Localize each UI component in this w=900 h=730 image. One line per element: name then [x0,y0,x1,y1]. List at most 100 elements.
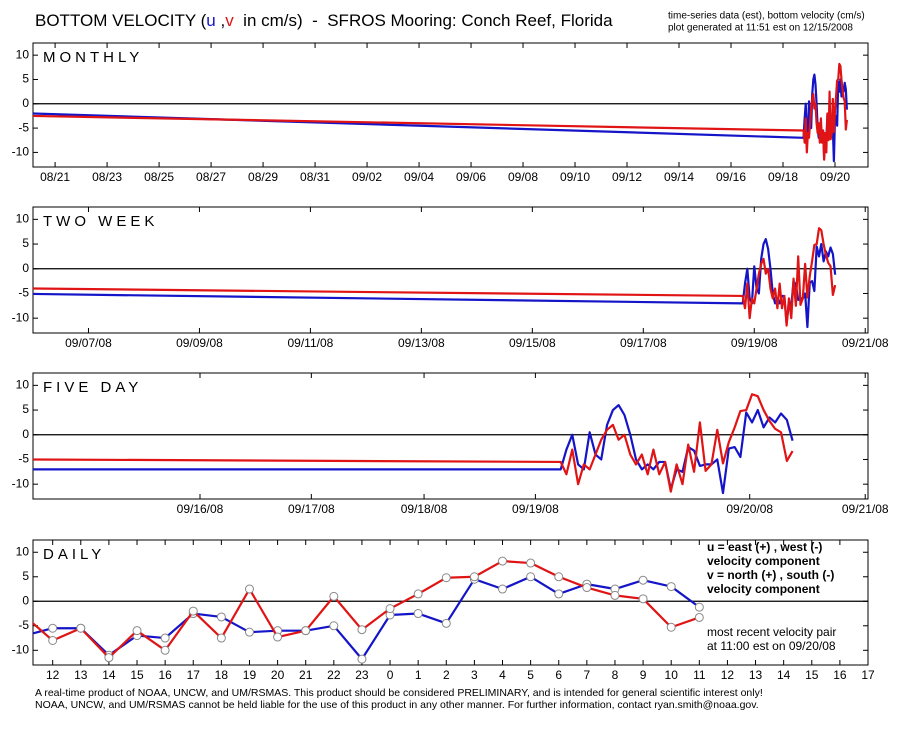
info-line: plot generated at 11:51 est on 12/15/200… [668,23,853,34]
x-tick-label: 09/07/08 [65,336,112,350]
marker [76,623,86,633]
x-tick-label: 15 [130,668,144,682]
marker [498,556,508,566]
marker [413,589,423,599]
panel-label: TWO WEEK [43,213,158,230]
x-tick-label: 09/08 [508,170,538,184]
x-tick-label: 12 [721,668,735,682]
x-tick-label: 1 [415,668,422,682]
x-tick-label: 22 [327,668,341,682]
x-tick-label: 09/09/08 [176,336,223,350]
y-tick-label: 10 [16,544,30,558]
info-line: time-series data (est), bottom velocity … [668,11,865,22]
x-tick-label: 16 [158,668,172,682]
marker [216,633,226,643]
marker [48,635,58,645]
y-tick-label: -10 [12,476,30,490]
x-tick-label: 21 [299,668,313,682]
marker [610,590,620,600]
y-tick-label: 10 [16,212,30,226]
x-tick-label: 09/16/08 [177,502,224,516]
marker [385,604,395,614]
marker [469,572,479,582]
x-tick-label: 23 [355,668,369,682]
plot-content [33,62,868,163]
x-tick-label: 09/13/08 [398,336,445,350]
annotation: at 11:00 est on 09/20/08 [707,639,836,653]
x-tick-label: 12 [46,668,60,682]
x-tick-label: 16 [833,668,847,682]
x-tick-label: 8 [612,668,619,682]
x-tick-label: 09/17/08 [620,336,667,350]
panel: FIVE DAY -10 -5 0 5 10 09/16/08 09/17/08 09/18/0… [12,372,889,516]
y-tick-label: 5 [22,569,29,583]
title: BOTTOM VELOCITY (u ,v in cm/s) - SFROS M… [35,11,613,30]
x-tick-label: 13 [749,668,763,682]
marker [244,584,254,594]
marker [694,612,704,622]
x-tick-label: 13 [74,668,88,682]
x-tick-label: 09/20/08 [726,502,773,516]
x-tick-label: 09/19/08 [512,502,559,516]
y-tick-label: 0 [22,427,29,441]
y-tick-label: 0 [22,261,29,275]
legend-entry: v = north (+) , south (-) [707,568,834,582]
panel: TWO WEEK -10 -5 0 5 10 09/07/08 09/09/08 09/11/0… [12,206,889,350]
x-tick-label: 09/18/08 [401,502,448,516]
marker [441,618,451,628]
plot-content [33,227,868,329]
title-v: v [225,11,234,30]
series-line [33,62,848,161]
x-tick-label: 09/19/08 [731,336,778,350]
x-tick-label: 4 [499,668,506,682]
plot-content [33,393,868,495]
marker [638,594,648,604]
x-tick-label: 6 [555,668,562,682]
plot-content [33,556,868,664]
x-tick-label: 14 [777,668,791,682]
marker [498,584,508,594]
marker [357,654,367,664]
y-tick-label: 0 [22,96,29,110]
x-tick-label: 09/10 [560,170,590,184]
marker [638,575,648,585]
plot-area [32,539,869,666]
y-tick-label: 5 [22,72,29,86]
marker [48,623,58,633]
panel: MONTHLY -10 -5 0 5 10 08/21 08/23 08/25 08/27 08/2… [12,42,869,184]
x-tick-label: 9 [640,668,647,682]
x-tick-label: 09/04 [404,170,434,184]
marker [582,583,592,593]
x-tick-label: 09/16 [716,170,746,184]
annotation: most recent velocity pair [707,625,836,639]
marker [273,632,283,642]
marker [104,653,114,663]
x-tick-label: 08/27 [196,170,226,184]
x-tick-label: 20 [271,668,285,682]
title-part: , [216,11,225,30]
x-tick-label: 2 [443,668,450,682]
x-tick-label: 09/21/08 [842,336,889,350]
x-tick-label: 08/31 [300,170,330,184]
y-tick-label: -5 [18,120,29,134]
marker [160,633,170,643]
plot-area [32,42,869,168]
x-tick-label: 18 [215,668,229,682]
y-tick-label: 0 [22,593,29,607]
title-part: in cm/s) - SFROS Mooring: Conch Reef, Fl… [234,11,613,30]
marker [413,609,423,619]
y-tick-label: -10 [12,310,30,324]
x-tick-label: 08/29 [248,170,278,184]
marker [441,573,451,583]
x-tick-label: 09/21/08 [842,502,889,516]
plot-area [32,372,869,500]
y-tick-label: 10 [16,378,30,392]
x-tick-label: 09/15/08 [509,336,556,350]
y-tick-label: -5 [18,618,29,632]
y-tick-label: -10 [12,145,30,159]
marker [160,645,170,655]
x-tick-label: 08/23 [92,170,122,184]
legend-description: velocity component [707,582,820,596]
